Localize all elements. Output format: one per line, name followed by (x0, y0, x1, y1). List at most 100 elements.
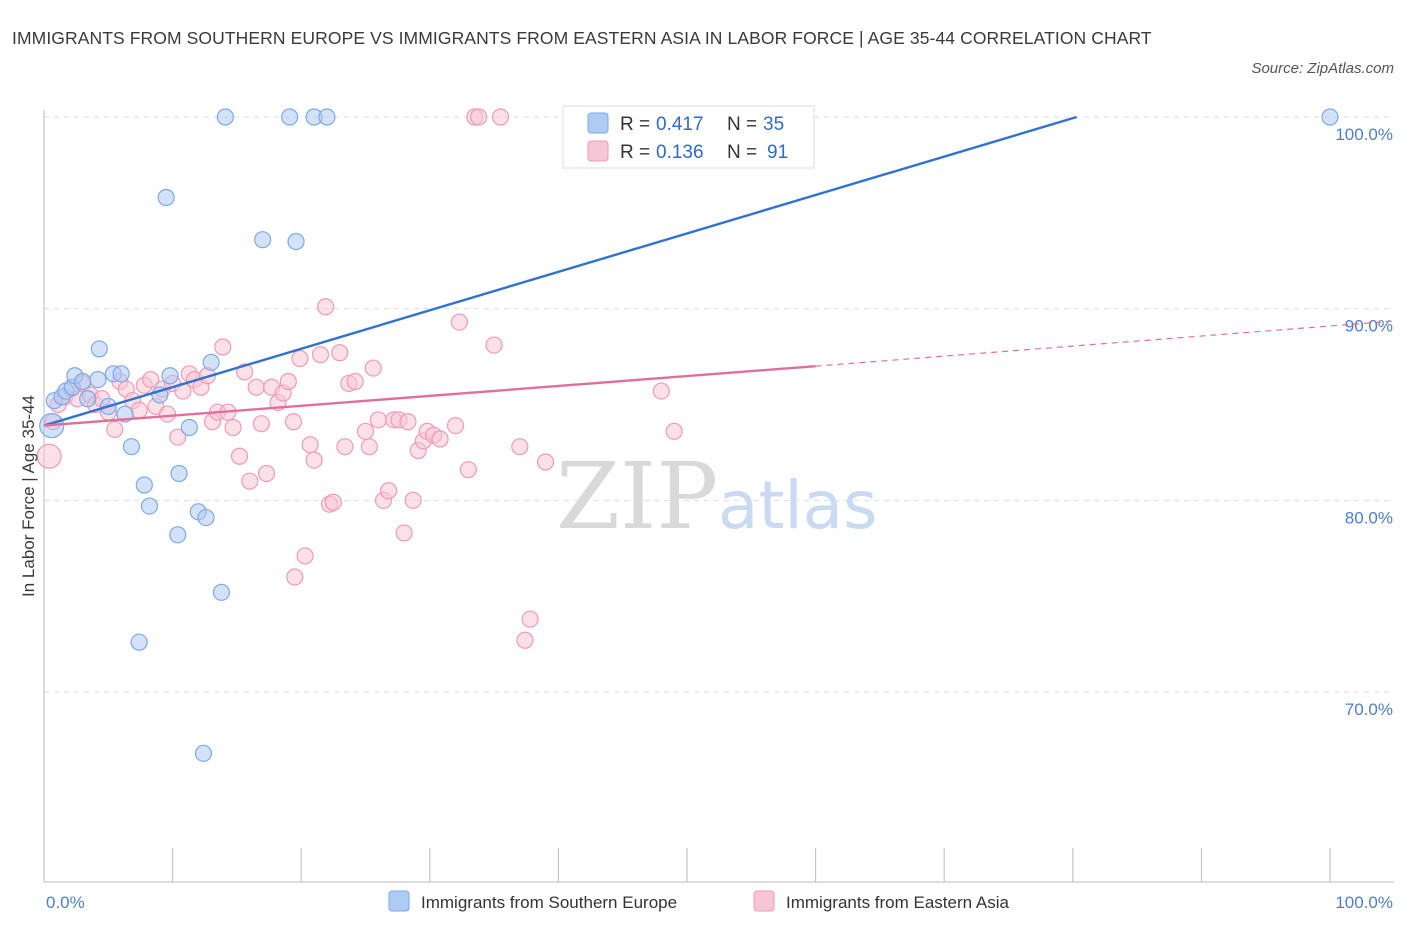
trend-line-southern-europe (43, 115, 1078, 427)
point-eastern-asia-83 (536, 453, 555, 471)
series-southern-europe-points (39, 108, 1339, 762)
point-eastern-asia-87 (652, 382, 670, 400)
point-eastern-asia-47 (301, 436, 319, 454)
point-eastern-asia-11 (106, 420, 124, 439)
point-eastern-asia-53 (331, 344, 349, 362)
point-southern-europe-14 (122, 438, 141, 456)
point-eastern-asia-0 (36, 443, 62, 469)
point-eastern-asia-88 (665, 422, 683, 440)
point-eastern-asia-59 (364, 359, 382, 377)
stats-n-label-2: N = (727, 142, 757, 163)
point-eastern-asia-43 (284, 413, 303, 431)
point-eastern-asia-50 (317, 298, 335, 316)
point-eastern-asia-57 (356, 422, 375, 440)
point-southern-europe-15 (130, 633, 148, 651)
point-eastern-asia-44 (286, 568, 304, 586)
point-eastern-asia-36 (247, 378, 265, 396)
y-tick-label-80: 80.0% (1345, 508, 1393, 527)
series-eastern-asia-points (36, 108, 683, 649)
point-eastern-asia-60 (369, 411, 387, 429)
point-southern-europe-7 (79, 390, 97, 408)
point-eastern-asia-56 (346, 372, 364, 391)
point-eastern-asia-15 (130, 401, 148, 419)
y-tick-labels: 100.0% 90.0% 80.0% 70.0% (1335, 125, 1393, 719)
watermark-zip: ZIP (556, 443, 718, 550)
watermark: ZIP atlas (556, 443, 878, 550)
point-eastern-asia-38 (257, 464, 276, 483)
point-eastern-asia-33 (230, 447, 249, 465)
trend-lines (43, 115, 1395, 427)
point-eastern-asia-65 (395, 524, 413, 542)
y-axis-label: In Labor Force | Age 35-44 (19, 395, 38, 597)
point-southern-europe-8 (89, 370, 107, 389)
stats-r-value-2: 0.136 (656, 142, 704, 163)
point-eastern-asia-75 (459, 461, 477, 479)
point-southern-europe-35 (1321, 108, 1339, 126)
point-eastern-asia-37 (252, 415, 270, 433)
point-eastern-asia-48 (305, 451, 323, 469)
point-southern-europe-30 (254, 231, 272, 249)
point-southern-europe-22 (169, 526, 187, 544)
point-eastern-asia-67 (404, 491, 422, 509)
legend: Immigrants from Southern Europe Immigran… (388, 890, 1010, 912)
point-eastern-asia-66 (399, 413, 417, 431)
x-tick-label-max: 100.0% (1335, 893, 1393, 912)
point-eastern-asia-58 (360, 438, 378, 456)
point-eastern-asia-42 (279, 372, 297, 391)
point-eastern-asia-80 (511, 438, 529, 456)
point-eastern-asia-49 (311, 346, 330, 364)
stats-n-label-1: N = (727, 114, 757, 135)
point-southern-europe-28 (194, 744, 213, 762)
legend-label-southern-europe: Immigrants from Southern Europe (421, 893, 677, 912)
x-tick-label-min: 0.0% (46, 893, 85, 912)
stats-box: R = 0.417 N = 35 R = 0.136 N = 91 (562, 105, 815, 169)
point-eastern-asia-73 (446, 416, 465, 435)
grid-lines (44, 116, 1394, 693)
point-southern-europe-31 (281, 108, 299, 126)
point-eastern-asia-77 (470, 108, 488, 126)
point-southern-europe-21 (170, 464, 188, 483)
point-eastern-asia-32 (224, 418, 242, 437)
point-southern-europe-25 (197, 508, 215, 527)
point-eastern-asia-54 (336, 438, 354, 456)
point-southern-europe-32 (287, 232, 305, 251)
point-southern-europe-27 (212, 583, 231, 601)
point-eastern-asia-45 (291, 349, 309, 368)
point-eastern-asia-46 (296, 547, 314, 565)
point-eastern-asia-81 (516, 631, 534, 649)
y-tick-label-70: 70.0% (1345, 700, 1393, 719)
point-eastern-asia-22 (169, 428, 187, 446)
point-southern-europe-16 (135, 476, 153, 494)
stats-r-label-1: R = (620, 114, 650, 135)
point-eastern-asia-78 (485, 336, 503, 354)
point-southern-europe-9 (90, 340, 108, 358)
stats-n-value-2: 91 (767, 142, 788, 163)
trend-line-eastern-asia (43, 364, 816, 427)
point-eastern-asia-74 (450, 313, 468, 331)
point-eastern-asia-79 (491, 108, 510, 126)
stats-n-value-1: 35 (763, 114, 784, 135)
point-southern-europe-17 (140, 497, 159, 515)
point-southern-europe-34 (318, 108, 336, 126)
stats-r-value-1: 0.417 (656, 114, 704, 135)
point-eastern-asia-30 (214, 338, 232, 356)
point-eastern-asia-72 (431, 430, 449, 448)
point-eastern-asia-20 (158, 405, 177, 423)
point-southern-europe-6 (73, 372, 92, 391)
point-southern-europe-20 (161, 367, 179, 385)
watermark-atlas: atlas (718, 467, 878, 544)
y-tick-label-100: 100.0% (1335, 125, 1393, 144)
point-eastern-asia-52 (324, 493, 342, 511)
chart-title: IMMIGRANTS FROM SOUTHERN EUROPE VS IMMIG… (12, 28, 1152, 48)
point-eastern-asia-17 (142, 370, 160, 389)
y-tick-label-90: 90.0% (1345, 317, 1393, 336)
legend-swatch-eastern-asia (753, 890, 775, 912)
point-southern-europe-26 (202, 353, 220, 371)
point-southern-europe-29 (216, 108, 234, 126)
x-ticks (43, 848, 1331, 882)
legend-label-eastern-asia: Immigrants from Eastern Asia (786, 893, 1010, 912)
trend-line-eastern-asia-extension (815, 320, 1395, 367)
stats-swatch-pink (587, 140, 609, 162)
source-credit: Source: ZipAtlas.com (1251, 60, 1394, 77)
